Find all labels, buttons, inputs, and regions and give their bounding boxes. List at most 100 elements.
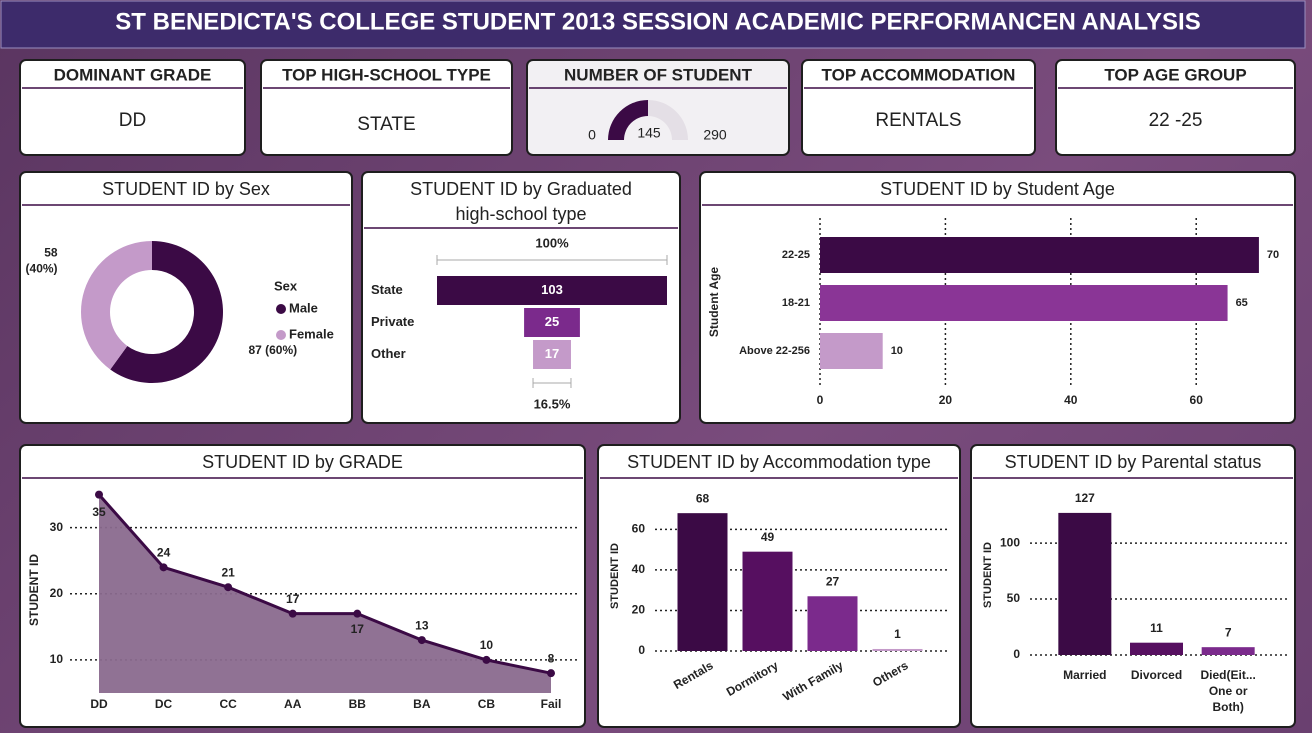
card-title: TOP AGE GROUP: [1104, 65, 1246, 84]
data-label: 10: [480, 638, 494, 652]
data-label: 17: [351, 622, 365, 636]
card-title: NUMBER OF STUDENT: [564, 65, 753, 84]
data-label: 17: [286, 592, 300, 606]
donut-slice: [80, 241, 152, 370]
y-tick-label: 60: [632, 522, 646, 536]
funnel-bottom-label: 16.5%: [534, 396, 571, 411]
x-tick-label: DC: [155, 697, 173, 711]
card-title: TOP ACCOMMODATION: [822, 65, 1016, 84]
x-tick-label: Fail: [541, 697, 562, 711]
line: [97, 493, 552, 675]
panel: [19, 171, 353, 424]
point: [417, 636, 426, 645]
data-label: 70: [1267, 249, 1279, 261]
bar: [742, 551, 793, 651]
funnel-top-label: 100%: [535, 235, 569, 250]
point: [95, 490, 103, 499]
funnel-bar: [533, 340, 571, 369]
data-label: 8: [548, 651, 555, 665]
bar: [820, 285, 1228, 321]
point: [159, 563, 168, 572]
legend-title: Sex: [274, 278, 298, 293]
data-label: 24: [157, 546, 171, 560]
point: [288, 609, 297, 618]
x-tick-label: Divorced: [1131, 668, 1182, 682]
axis-title: STUDENT ID: [27, 554, 41, 626]
point: [482, 655, 491, 664]
x-tick-label: BB: [349, 697, 367, 711]
card-value: STATE: [357, 114, 415, 135]
category-label: Other: [371, 346, 406, 361]
data-label: 27: [826, 574, 840, 588]
x-tick-label: BA: [413, 697, 431, 711]
y-tick-label: 10: [50, 652, 64, 666]
chart-title: STUDENT ID by GRADE: [202, 452, 403, 472]
y-tick-label: 20: [632, 603, 646, 617]
data-label: 7: [1225, 625, 1232, 639]
y-tick-label: 0: [638, 643, 645, 657]
legend-label: Female: [289, 326, 334, 341]
y-tick-label: 100: [1000, 535, 1020, 549]
y-tick-label: 50: [1007, 591, 1021, 605]
panel: [19, 59, 246, 156]
chart-title: STUDENT ID by Parental status: [1005, 452, 1262, 472]
bar: [1130, 642, 1183, 655]
data-label: 103: [541, 282, 563, 297]
y-tick-label: 30: [50, 520, 64, 534]
category-label: State: [371, 282, 403, 297]
bar: [1201, 647, 1255, 655]
legend-swatch: [276, 330, 286, 340]
x-tick-label: CB: [478, 697, 496, 711]
x-tick-label: Married: [1063, 668, 1106, 682]
gauge-value: 145: [637, 125, 661, 141]
bar: [820, 237, 1259, 273]
legend-swatch: [276, 304, 286, 314]
x-tick-label: 0: [817, 393, 824, 407]
chart-title: STUDENT ID by Sex: [102, 179, 270, 199]
x-tick-label: AA: [284, 697, 302, 711]
donut-slice: [110, 241, 223, 383]
panel: [1055, 59, 1296, 156]
card-title: TOP HIGH-SCHOOL TYPE: [282, 65, 491, 84]
chart-title: STUDENT ID by Student Age: [880, 179, 1115, 199]
axis-title: STUDENT ID: [609, 543, 621, 609]
area: [99, 494, 551, 693]
gauge-arc: [608, 100, 648, 140]
panel: [801, 59, 1036, 156]
dashboard-title: ST BENEDICTA'S COLLEGE STUDENT 2013 SESS…: [115, 8, 1200, 35]
data-label: 87 (60%): [248, 343, 297, 357]
y-tick-label: 22-25: [782, 249, 810, 261]
card-value: DD: [119, 110, 146, 131]
bar: [1058, 512, 1112, 655]
data-label: 13: [415, 618, 429, 632]
data-label: 58 (40%): [26, 245, 58, 275]
bar: [677, 513, 728, 651]
panel: [260, 59, 513, 156]
y-tick-label: 0: [1013, 647, 1020, 661]
data-label: 49: [761, 530, 775, 544]
y-tick-label: 20: [50, 586, 64, 600]
data-label: 1: [894, 627, 901, 641]
y-tick-label: 40: [632, 562, 646, 576]
gauge-min: 0: [588, 127, 596, 143]
x-tick-label: DD: [90, 697, 108, 711]
data-label: 17: [545, 346, 559, 361]
data-label: 21: [221, 565, 235, 579]
category-label: Private: [371, 314, 414, 329]
point: [224, 583, 233, 592]
y-tick-label: 18-21: [782, 297, 810, 309]
x-tick-label: 60: [1190, 393, 1204, 407]
x-tick-label: CC: [219, 697, 237, 711]
point: [353, 609, 362, 618]
data-label: 11: [1150, 621, 1163, 635]
axis-title: Student Age: [707, 267, 721, 338]
title-bar: [0, 0, 1306, 49]
x-tick-label: Died(Eit... One or Both): [1200, 668, 1255, 714]
axis-title: STUDENT ID: [982, 542, 994, 608]
gauge-track: [648, 100, 688, 140]
gauge-max: 290: [703, 127, 727, 143]
card-title: DOMINANT GRADE: [54, 65, 212, 84]
card-value: RENTALS: [875, 110, 961, 131]
